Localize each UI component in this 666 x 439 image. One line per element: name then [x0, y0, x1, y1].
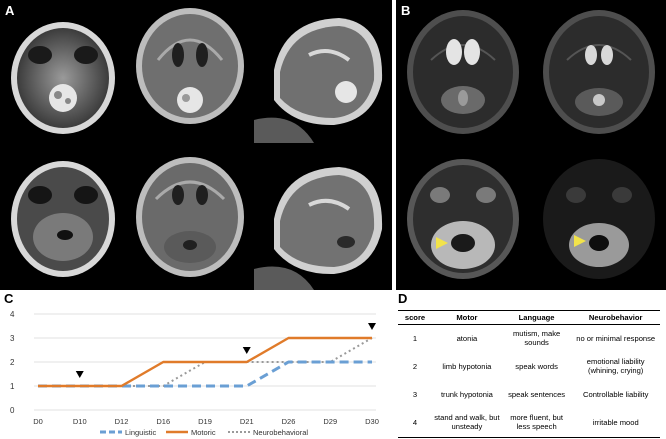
table-cell: speak words	[515, 361, 558, 371]
table-header-cell: score	[398, 310, 432, 325]
mri-axial-preop	[0, 0, 126, 143]
panel-a-label: A	[5, 3, 15, 18]
y-tick-label: 3	[10, 334, 15, 343]
x-tick-label: D16	[156, 417, 170, 426]
panel-b-label: B	[401, 3, 411, 18]
table-row: 3 trunk hypotonia speak sentences Controlla…	[398, 381, 660, 409]
table-header-cell: Motor	[432, 310, 502, 325]
x-tick-label: D30	[365, 417, 379, 426]
mri-axial-postop	[0, 147, 126, 290]
table-cell: more fluent, but less speech	[501, 409, 572, 438]
x-tick-label: D0	[33, 417, 43, 426]
y-tick-label: 4	[10, 310, 15, 319]
table-row: 1 atonia mutism, make sounds no or minimal …	[398, 325, 660, 354]
x-tick-label: D29	[323, 417, 337, 426]
table-row: 2 limb hypotonia speak words emotional liab…	[398, 353, 660, 381]
table-cell: Controllable liability	[582, 389, 649, 399]
panel-c-label: C	[4, 291, 14, 306]
mri-dwi-axial	[532, 147, 666, 290]
legend-label: Motoric	[191, 428, 216, 437]
legend-label: Linguistic	[125, 428, 157, 437]
table-cell: emotional liability (whining, crying)	[586, 357, 645, 375]
arrowhead-icon	[574, 235, 586, 247]
mri-coronal-preop	[128, 0, 252, 143]
table-cell: no or minimal response	[576, 333, 656, 343]
table-cell: trunk hypotonia	[440, 389, 493, 399]
table-cell: speak sentences	[508, 389, 566, 399]
series-line-linguistic	[38, 360, 372, 388]
x-tick-label: D21	[240, 417, 254, 426]
table-header-cell: Language	[501, 310, 572, 325]
y-tick-label: 0	[10, 406, 15, 415]
panel-d-label: D	[398, 291, 408, 306]
marker-triangle	[75, 371, 84, 378]
y-tick-label: 1	[10, 382, 15, 391]
panel-a: A	[0, 0, 392, 290]
x-tick-label: D26	[282, 417, 296, 426]
score-line-chart: 0 1 2 3 4 D0 D10 D12 D16 D19 D21 D26 D29 D30 Linguisti…	[10, 310, 379, 437]
table-row: 4 stand and walk, but unsteady more fluent…	[398, 409, 660, 438]
marker-triangle	[242, 347, 251, 354]
marker-triangle	[368, 323, 376, 330]
mri-t2-axial-flair	[396, 147, 530, 290]
mri-sagittal-postop	[254, 147, 392, 290]
mri-sagittal-preop	[254, 0, 392, 143]
table-cell: 2	[412, 361, 418, 371]
table-cell: irritable mood	[571, 409, 660, 438]
x-tick-label: D12	[115, 417, 129, 426]
table-cell: limb hypotonia	[442, 361, 492, 371]
x-tick-label: D10	[73, 417, 87, 426]
arrowhead-icon	[436, 237, 448, 249]
table-cell: stand and walk, but unsteady	[432, 409, 502, 438]
x-tick-label: D19	[198, 417, 212, 426]
legend-label: Neurobehavioral	[253, 428, 308, 437]
mri-t2-coronal-2	[532, 0, 666, 143]
panel-b: B	[396, 0, 666, 290]
table-header-cell: Neurobehavior	[571, 310, 660, 325]
table-body: 1 atonia mutism, make sounds no or minimal …	[398, 325, 660, 438]
table-header-row: score Motor Language Neurobehavior	[398, 310, 660, 325]
score-table: score Motor Language Neurobehavior 1 atonia m…	[398, 310, 660, 438]
table-cell: 4	[398, 409, 432, 438]
mri-t2-coronal-1	[396, 0, 530, 143]
table-cell: 1	[412, 333, 418, 343]
y-tick-label: 2	[10, 358, 15, 367]
table-cell: mutism, make sounds	[512, 329, 561, 347]
mri-coronal-postop	[128, 147, 252, 290]
table-cell: atonia	[456, 333, 478, 343]
table-cell: 3	[412, 389, 418, 399]
series-line-motoric	[38, 336, 372, 388]
